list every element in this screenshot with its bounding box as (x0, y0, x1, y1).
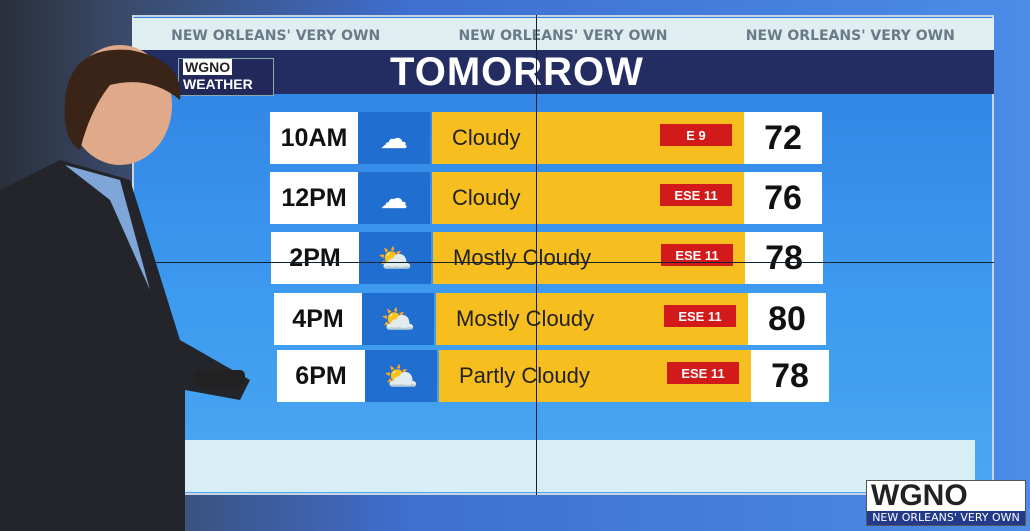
forecast-condition: Partly Cloudy ESE 11 (439, 350, 751, 402)
forecast-condition: Mostly Cloudy ESE 11 (433, 232, 745, 284)
wind-badge: ESE 11 (667, 362, 739, 384)
top-banner: NEW ORLEANS' VERY OWN NEW ORLEANS' VERY … (132, 18, 994, 54)
banner-text: NEW ORLEANS' VERY OWN (171, 28, 381, 44)
forecast-condition: Cloudy E 9 (432, 112, 744, 164)
wind-badge: ESE 11 (664, 305, 736, 327)
bottom-band (185, 440, 975, 492)
forecast-temp: 78 (745, 232, 823, 284)
partly-sunny-icon: ⛅ (362, 293, 434, 345)
wind-badge: E 9 (660, 124, 732, 146)
forecast-temp: 80 (748, 293, 826, 345)
station-bug: WGNO NEW ORLEANS' VERY OWN (866, 480, 1026, 526)
cloudy-icon: ☁ (358, 112, 430, 164)
forecast-time: 4PM (274, 293, 362, 345)
forecast-row: 4PM ⛅ Mostly Cloudy ESE 11 80 (274, 293, 826, 345)
cloudy-icon: ☁ (358, 172, 430, 224)
screen-seam (536, 15, 537, 495)
page-title: TOMORROW (390, 50, 644, 94)
banner-text: NEW ORLEANS' VERY OWN (745, 28, 955, 44)
screen-seam (132, 262, 994, 263)
forecast-row: 6PM ⛅ Partly Cloudy ESE 11 78 (277, 350, 829, 402)
forecast-temp: 76 (744, 172, 822, 224)
forecast-time: 6PM (277, 350, 365, 402)
forecast-row: 12PM ☁ Cloudy ESE 11 76 (270, 172, 822, 224)
wind-badge: ESE 11 (660, 184, 732, 206)
weather-logo: WGNO WEATHER (178, 58, 274, 96)
forecast-temp: 78 (751, 350, 829, 402)
partly-sunny-icon: ⛅ (365, 350, 437, 402)
forecast-time: 10AM (270, 112, 358, 164)
presenter (0, 45, 250, 531)
forecast-time: 2PM (271, 232, 359, 284)
partly-sunny-icon: ⛅ (359, 232, 431, 284)
forecast-temp: 72 (744, 112, 822, 164)
forecast-condition: Mostly Cloudy ESE 11 (436, 293, 748, 345)
forecast-row: 10AM ☁ Cloudy E 9 72 (270, 112, 822, 164)
banner-text: NEW ORLEANS' VERY OWN (458, 28, 668, 44)
forecast-time: 12PM (270, 172, 358, 224)
forecast-row: 2PM ⛅ Mostly Cloudy ESE 11 78 (271, 232, 823, 284)
forecast-condition: Cloudy ESE 11 (432, 172, 744, 224)
wind-badge: ESE 11 (661, 244, 733, 266)
title-bar (132, 50, 994, 94)
